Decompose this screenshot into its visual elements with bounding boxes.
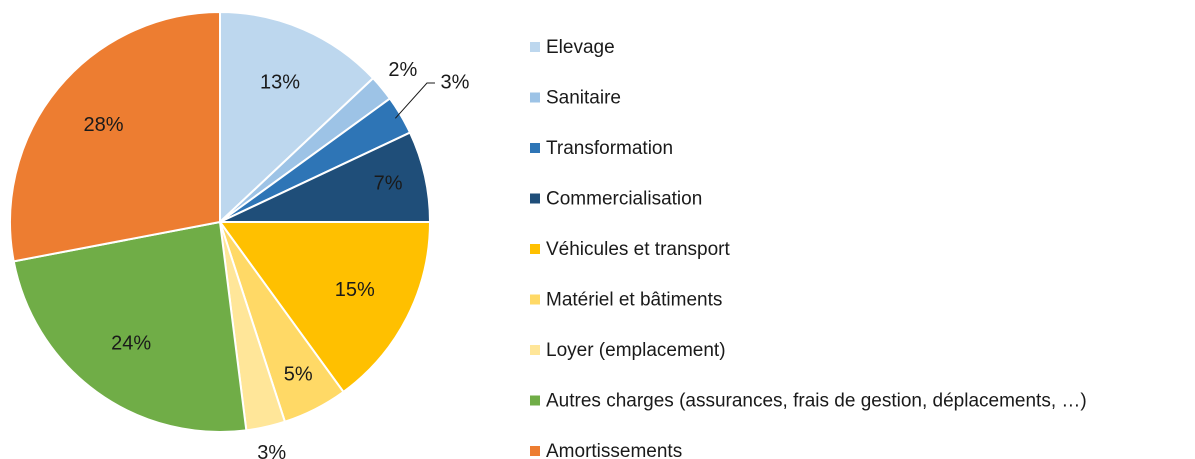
- data-label: 2%: [388, 59, 417, 81]
- legend-label: Véhicules et transport: [546, 239, 730, 260]
- data-label: 5%: [284, 364, 313, 386]
- legend-swatch: [530, 42, 540, 52]
- legend-label: Commercialisation: [546, 189, 702, 210]
- data-label: 3%: [257, 442, 286, 459]
- legend-label: Matériel et bâtiments: [546, 290, 722, 311]
- data-label: 15%: [335, 279, 375, 301]
- pie-slice: [9, 10, 221, 263]
- legend-label: Sanitaire: [546, 88, 621, 109]
- data-label: 28%: [83, 114, 123, 136]
- data-label: 7%: [374, 173, 403, 195]
- data-label: 13%: [260, 72, 300, 94]
- legend-label: Autres charges (assurances, frais de ges…: [546, 391, 1087, 412]
- leader-line: [394, 82, 435, 119]
- data-label: 3%: [441, 71, 470, 93]
- legend-swatch: [530, 143, 540, 153]
- legend-swatch: [530, 244, 540, 254]
- pie-slice: [218, 221, 432, 394]
- legend-swatch: [530, 92, 540, 103]
- legend-swatch: [530, 395, 540, 406]
- legend-swatch: [530, 446, 540, 456]
- data-label: 24%: [111, 333, 151, 355]
- legend-label: Transformation: [546, 138, 673, 159]
- legend-label: Amortissements: [546, 441, 682, 459]
- legend-label: Loyer (emplacement): [546, 340, 726, 361]
- pie-slice: [12, 220, 248, 433]
- legend-swatch: [530, 345, 540, 355]
- legend-swatch: [530, 193, 540, 204]
- pie-slice: [219, 10, 375, 225]
- legend-label: Elevage: [546, 37, 615, 58]
- legend-swatch: [530, 294, 540, 305]
